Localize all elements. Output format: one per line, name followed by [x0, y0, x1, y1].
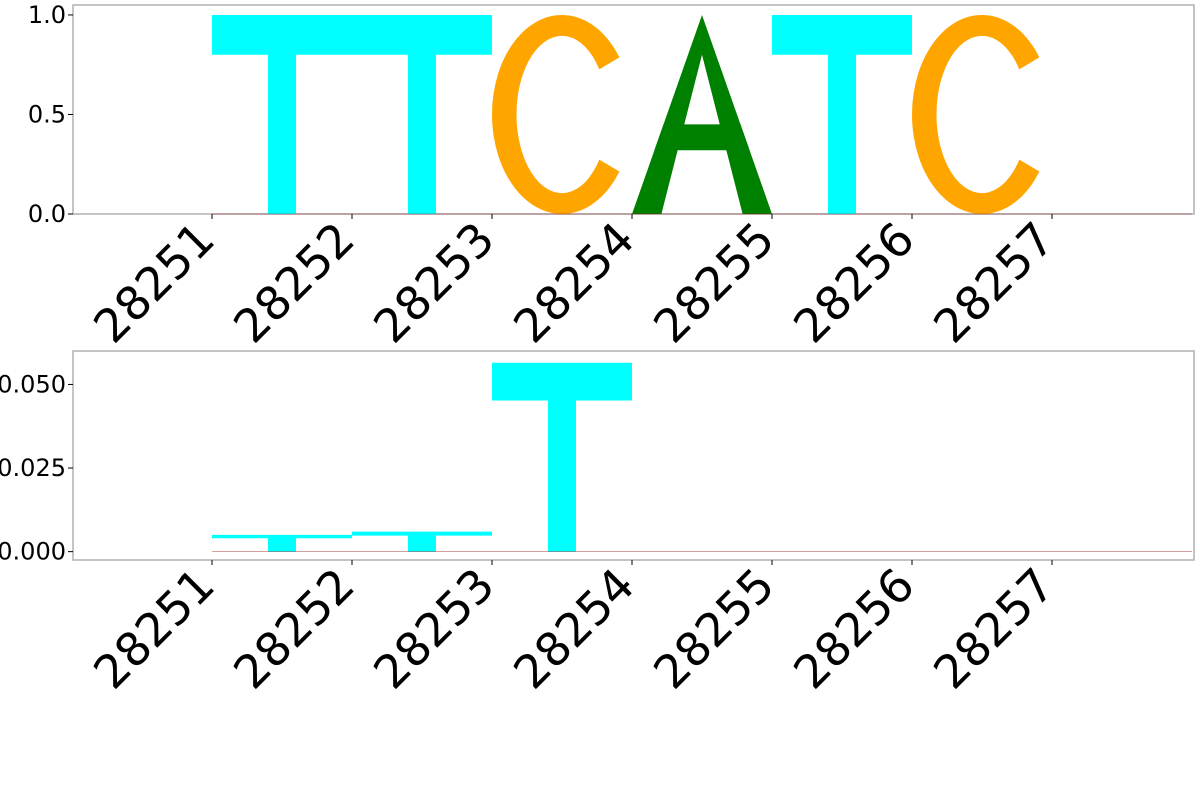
x-tick-label: 28256: [783, 212, 925, 354]
y-tick-label: 0.000: [0, 538, 66, 566]
y-tick-label: 0.025: [0, 454, 66, 482]
logo-letter-C-28253: [492, 14, 620, 214]
top-logo-chart: 0.0 0.5 1.0 2825128252282532825428255282562…: [28, 1, 1195, 354]
y-tick-label: 0.050: [0, 370, 66, 398]
x-tick-label: 28253: [363, 212, 505, 354]
logo-letter-T-28251: [212, 534, 352, 552]
y-tick-label: 0.5: [28, 100, 66, 128]
logo-letter-T-28255: [772, 14, 912, 215]
x-tick-label: 28254: [503, 212, 645, 354]
logo-letter-T-28252: [352, 14, 492, 215]
x-tick-label: 28257: [923, 212, 1065, 354]
plot-frame: [72, 350, 1195, 561]
logo-letter-C-28256: [912, 14, 1040, 214]
x-tick-label: 28255: [643, 558, 785, 700]
logo-letter-A-28254-crossbar: [654, 124, 750, 151]
x-tick-label: 28257: [923, 558, 1065, 700]
x-tick-label: 28251: [83, 558, 225, 700]
x-tick-label: 28253: [363, 558, 505, 700]
bottom-logo-chart: 0.000 0.025 0.050 2825128252282532825428255…: [0, 350, 1195, 700]
x-tick-label: 28254: [503, 558, 645, 700]
x-tick-label: 28251: [83, 212, 225, 354]
logo-letter-A-28254: [632, 14, 772, 215]
y-tick-label: 0.0: [28, 200, 66, 228]
y-tick-label: 1.0: [28, 1, 66, 29]
x-tick-label: 28255: [643, 212, 785, 354]
x-tick-label: 28252: [223, 558, 365, 700]
logo-letter-T-28251: [212, 14, 352, 215]
logo-letter-T-28253: [492, 362, 632, 552]
x-tick-label: 28256: [783, 558, 925, 700]
logo-letter-T-28252: [352, 531, 492, 552]
x-tick-label: 28252: [223, 212, 365, 354]
